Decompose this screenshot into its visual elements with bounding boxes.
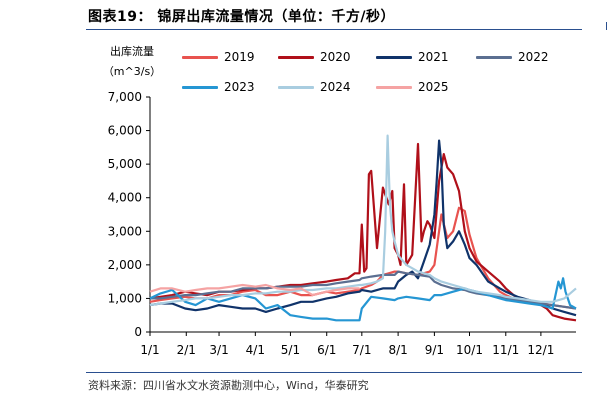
x-tick-label: 5/1 <box>281 343 300 357</box>
series-line-2025 <box>149 283 360 297</box>
legend-item-2023: 2023 <box>182 80 255 94</box>
y-axis-label-line2: （m^3/s） <box>102 65 162 78</box>
legend-item-2019: 2019 <box>182 50 255 64</box>
x-tick-label: 3/1 <box>209 343 228 357</box>
series-line-2021 <box>149 139 577 317</box>
legend-label: 2024 <box>320 80 351 94</box>
x-tick-label: 9/1 <box>425 343 444 357</box>
x-tick-label: 4/1 <box>246 343 265 357</box>
legend-label: 2020 <box>320 50 351 64</box>
y-tick-label: 3,000 <box>108 224 142 238</box>
x-tick-label: 1/1 <box>140 343 159 357</box>
title-rule <box>86 29 582 30</box>
legend-label: 2019 <box>224 50 255 64</box>
legend-swatch <box>376 86 412 89</box>
legend-swatch <box>278 86 314 89</box>
source-note: 资料来源：四川省水文水资源勘测中心，Wind，华泰研究 <box>88 379 369 392</box>
y-axis-label: 出库流量 （m^3/s） <box>98 42 166 82</box>
x-tick-label: 11/1 <box>492 343 519 357</box>
legend-swatch <box>376 56 412 59</box>
series-line-2024 <box>149 134 577 307</box>
y-tick-label: 2,000 <box>108 258 142 272</box>
legend-label: 2022 <box>518 50 549 64</box>
source-rule <box>86 372 582 373</box>
legend-label: 2023 <box>224 80 255 94</box>
x-tick-label: 6/1 <box>317 343 336 357</box>
legend-item-2025: 2025 <box>376 80 449 94</box>
legend-swatch <box>476 56 512 59</box>
legend-swatch <box>278 56 314 59</box>
legend-swatch <box>182 56 218 59</box>
x-tick-label: 8/1 <box>388 343 407 357</box>
legend-item-2021: 2021 <box>376 50 449 64</box>
legend-item-2022: 2022 <box>476 50 549 64</box>
y-tick-label: 5,000 <box>108 157 142 171</box>
legend-label: 2021 <box>418 50 449 64</box>
legend-item-2024: 2024 <box>278 80 351 94</box>
x-tick-label: 7/1 <box>352 343 371 357</box>
x-tick-label: 12/1 <box>527 343 554 357</box>
legend-label: 2025 <box>418 80 449 94</box>
x-tick-label: 10/1 <box>456 343 483 357</box>
right-edge-mark <box>606 22 616 30</box>
x-tick-label: 2/1 <box>177 343 196 357</box>
chart-title: 图表19： 锦屏出库流量情况（单位：千方/秒） <box>88 9 395 25</box>
y-tick-label: 1,000 <box>108 291 142 305</box>
series-line-2022 <box>150 270 577 310</box>
legend-swatch <box>182 86 218 89</box>
legend-item-2020: 2020 <box>278 50 351 64</box>
series-line-2023 <box>149 277 577 322</box>
y-tick-label: 4,000 <box>108 191 142 205</box>
y-axis-label-line1: 出库流量 <box>110 45 154 58</box>
y-tick-label: 6,000 <box>108 124 142 138</box>
y-tick-label: 7,000 <box>108 90 142 104</box>
y-tick-label: 0 <box>134 325 142 339</box>
